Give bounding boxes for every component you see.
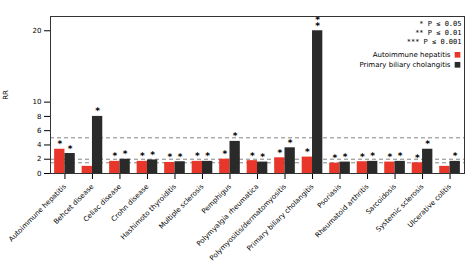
svg-text:Polymyositis/dermatomyositis: Polymyositis/dermatomyositis <box>208 182 288 263</box>
svg-text:Celiac disease: Celiac disease <box>81 182 123 224</box>
svg-text:0: 0 <box>37 170 41 178</box>
svg-text:*: * <box>195 151 200 161</box>
svg-text:*: * <box>425 139 430 149</box>
svg-text:*: * <box>150 150 155 160</box>
svg-text:*: * <box>398 151 403 161</box>
svg-text:*: * <box>288 138 293 148</box>
svg-text:*: * <box>388 152 393 162</box>
svg-text:Pemphigus: Pemphigus <box>200 182 233 216</box>
svg-text:RR: RR <box>2 90 10 100</box>
svg-text:8: 8 <box>37 113 41 121</box>
svg-text:*: * <box>360 152 365 162</box>
svg-text:2: 2 <box>37 155 41 163</box>
svg-text:*: * <box>343 152 348 162</box>
svg-text:*: * <box>178 152 183 162</box>
svg-text:Psoriasis: Psoriasis <box>316 182 343 209</box>
svg-text:*: * <box>250 151 255 161</box>
svg-text:*: * <box>277 148 282 158</box>
svg-text:4: 4 <box>37 141 42 149</box>
svg-text:10: 10 <box>33 98 42 106</box>
svg-text:Polymyalgia rheumatica: Polymyalgia rheumatica <box>195 182 261 248</box>
svg-text:*: * <box>140 151 145 161</box>
svg-text:Multiple sclerosis: Multiple sclerosis <box>157 182 205 230</box>
svg-text:Primary biliary cholangitis: Primary biliary cholangitis <box>245 182 315 252</box>
svg-text:Systemic sclerosis: Systemic sclerosis <box>375 182 426 233</box>
svg-text:*: * <box>123 149 128 159</box>
svg-text:Autoimmune hepatitis: Autoimmune hepatitis <box>373 51 451 59</box>
svg-text:Behcet disease: Behcet disease <box>52 182 96 226</box>
svg-text:Rheumatoid arthritis: Rheumatoid arthritis <box>314 182 371 239</box>
svg-text:*: * <box>453 151 458 161</box>
svg-text:*: * <box>112 151 117 161</box>
svg-text:*: * <box>68 144 73 154</box>
svg-text:*: * <box>95 106 100 116</box>
svg-text:20: 20 <box>33 27 42 35</box>
svg-text:*: * <box>233 131 238 141</box>
svg-text:* P ≤ 0.05** P ≤ 0.01*** P ≤ 0: * P ≤ 0.05** P ≤ 0.01*** P ≤ 0.001 <box>407 20 462 46</box>
svg-text:*: * <box>205 151 210 161</box>
svg-text:*: * <box>415 153 420 163</box>
svg-text:Ulcerative colitis: Ulcerative colitis <box>406 182 453 229</box>
svg-text:*: * <box>167 152 172 162</box>
svg-text:*: * <box>370 151 375 161</box>
svg-text:*: * <box>260 152 265 162</box>
svg-text:Sarcoidosis: Sarcoidosis <box>364 182 398 217</box>
svg-text:6: 6 <box>37 127 42 135</box>
svg-text:Autoimmune hepatitis: Autoimmune hepatitis <box>7 182 68 244</box>
svg-text:Primary biliary cholangitis: Primary biliary cholangitis <box>359 61 450 69</box>
svg-text:*: * <box>305 147 310 157</box>
svg-text:*: * <box>57 139 62 149</box>
svg-text:*: * <box>222 149 227 159</box>
svg-text:*: * <box>333 153 338 163</box>
svg-text:Hashimoto thyroiditis: Hashimoto thyroiditis <box>119 182 178 242</box>
svg-text:Crohn disease: Crohn disease <box>109 182 151 224</box>
